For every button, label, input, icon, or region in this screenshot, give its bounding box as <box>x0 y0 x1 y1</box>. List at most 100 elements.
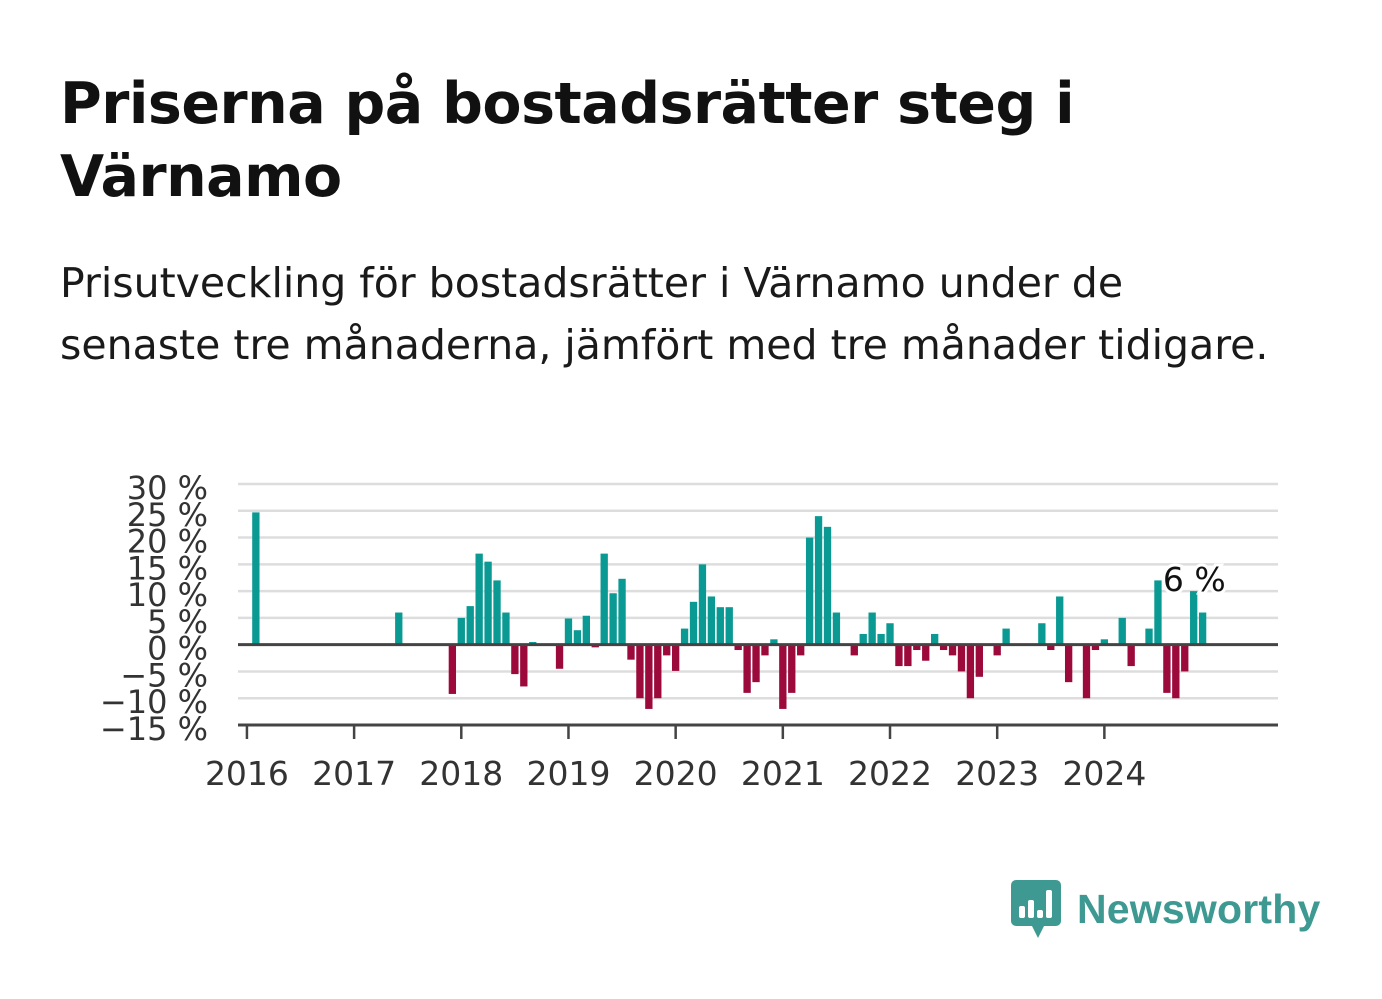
x-tick-label: 2022 <box>848 754 932 793</box>
bar-2020-02 <box>680 628 689 645</box>
bar-2024-07 <box>1154 580 1162 645</box>
bar-2022-03 <box>904 644 912 667</box>
logo-text: Newsworthy <box>1077 885 1321 932</box>
bar-2020-10 <box>752 644 760 683</box>
y-tick-label: 15 % <box>127 549 208 587</box>
bar-2023-07 <box>1047 644 1055 651</box>
bar-2018-05 <box>493 580 501 645</box>
bar-2020-09 <box>743 644 751 693</box>
x-tick-label: 2024 <box>1062 754 1146 793</box>
bar-2020-04 <box>698 564 707 645</box>
x-axis-labels: 2016 2017 2018 2019 2020 2021 2022 2023 2024 <box>205 754 1146 793</box>
bars <box>252 512 1207 709</box>
bar-2024-03 <box>1118 617 1126 645</box>
bar-2018-07 <box>511 644 519 675</box>
bar-2022-06 <box>931 633 939 645</box>
bar-2021-10 <box>859 633 867 645</box>
bar-2021-02 <box>788 644 796 693</box>
bar-2019-02 <box>573 630 582 645</box>
bar-2020-06 <box>716 607 724 645</box>
bar-2019-09 <box>636 644 644 699</box>
bar-2023-02 <box>1002 628 1010 645</box>
bar-2024-04 <box>1127 644 1135 667</box>
bar-2024-06 <box>1145 628 1153 645</box>
bar-2021-06 <box>823 526 832 645</box>
bar-2019-08 <box>627 644 635 660</box>
bar-2021-05 <box>814 516 823 645</box>
bar-2019-01 <box>564 618 573 645</box>
bar-2022-09 <box>957 644 966 672</box>
bar-2024-01 <box>1100 639 1109 645</box>
x-tick-label: 2020 <box>634 754 718 793</box>
bar-2024-08 <box>1163 644 1171 693</box>
bar-2019-06 <box>609 593 617 645</box>
bar-2020-11 <box>761 644 769 656</box>
bar-2023-01 <box>993 644 1001 656</box>
y-tick-label: −5 % <box>120 656 208 694</box>
bar-2024-11 <box>1190 591 1198 645</box>
bar-2021-01 <box>779 644 787 709</box>
y-tick-label: 10 % <box>127 576 208 614</box>
bar-2016-02 <box>252 512 260 645</box>
annotations: 6 % <box>1160 557 1229 602</box>
bar-2022-10 <box>966 644 975 699</box>
bar-2021-04 <box>805 537 814 645</box>
bar-2020-08 <box>734 644 742 651</box>
bar-2019-10 <box>645 644 653 709</box>
bar-2022-08 <box>948 644 957 656</box>
bar-2018-06 <box>502 612 510 645</box>
bar-2019-11 <box>654 644 662 699</box>
bar-2020-05 <box>707 596 716 645</box>
bar-2019-05 <box>600 553 608 645</box>
x-tick-label: 2017 <box>312 754 396 793</box>
bar-2022-02 <box>895 644 903 667</box>
gridlines <box>238 482 1278 700</box>
bar-2018-01 <box>457 617 465 645</box>
chart-title: Priserna på bostadsrätter steg i Värnamo <box>60 71 1075 210</box>
bar-2019-12 <box>663 644 671 656</box>
y-tick-label: 0 % <box>147 630 208 668</box>
bar-2024-12 <box>1198 612 1207 645</box>
y-tick-label: 30 % <box>127 469 208 507</box>
x-tick-label: 2021 <box>741 754 825 793</box>
x-tick-label: 2023 <box>955 754 1039 793</box>
x-tick-label: 2019 <box>526 754 610 793</box>
x-tick-label: 2018 <box>419 754 503 793</box>
x-tick-label: 2016 <box>205 754 289 793</box>
y-tick-label: −10 % <box>100 683 208 721</box>
bar-2017-06 <box>395 612 403 645</box>
axes <box>238 643 1278 739</box>
bar-2020-12 <box>770 639 778 645</box>
bar-2024-10 <box>1181 644 1189 672</box>
bar-2018-12 <box>555 644 564 669</box>
bar-2021-03 <box>797 644 805 656</box>
last-value-label: 6 % <box>1163 560 1226 599</box>
bar-2020-01 <box>671 644 680 671</box>
y-tick-label: 25 % <box>127 496 208 534</box>
chart-subtitle: Prisutveckling för bostadsrätter i Värna… <box>60 259 1269 369</box>
bar-2023-09 <box>1064 644 1073 683</box>
bar-2019-07 <box>618 578 626 645</box>
y-tick-label: 20 % <box>127 523 208 561</box>
bar-2021-09 <box>850 644 858 656</box>
bar-2020-03 <box>689 601 698 645</box>
bar-2019-03 <box>582 615 590 645</box>
bar-2021-07 <box>832 612 841 645</box>
bar-chart: 30 %25 %20 %15 %10 %5 %0 %−5 %−10 %−15 %… <box>100 469 1278 793</box>
bar-2022-01 <box>886 623 894 645</box>
bar-2018-03 <box>475 553 483 645</box>
newsworthy-logo: Newsworthy <box>1011 878 1321 940</box>
bar-2022-05 <box>922 644 930 661</box>
bar-2018-02 <box>466 606 474 645</box>
bar-2023-12 <box>1091 644 1100 651</box>
bar-2024-09 <box>1172 644 1180 699</box>
bar-2018-04 <box>484 561 492 645</box>
bar-2023-11 <box>1082 644 1091 699</box>
y-tick-label: −15 % <box>100 710 208 748</box>
bar-2023-08 <box>1056 596 1064 645</box>
bar-2017-12 <box>448 644 457 694</box>
bar-2022-11 <box>975 644 983 677</box>
bar-chart-speech-icon <box>1011 880 1061 938</box>
y-axis-labels: 30 %25 %20 %15 %10 %5 %0 %−5 %−10 %−15 % <box>100 469 208 748</box>
bar-2021-11 <box>868 612 876 645</box>
